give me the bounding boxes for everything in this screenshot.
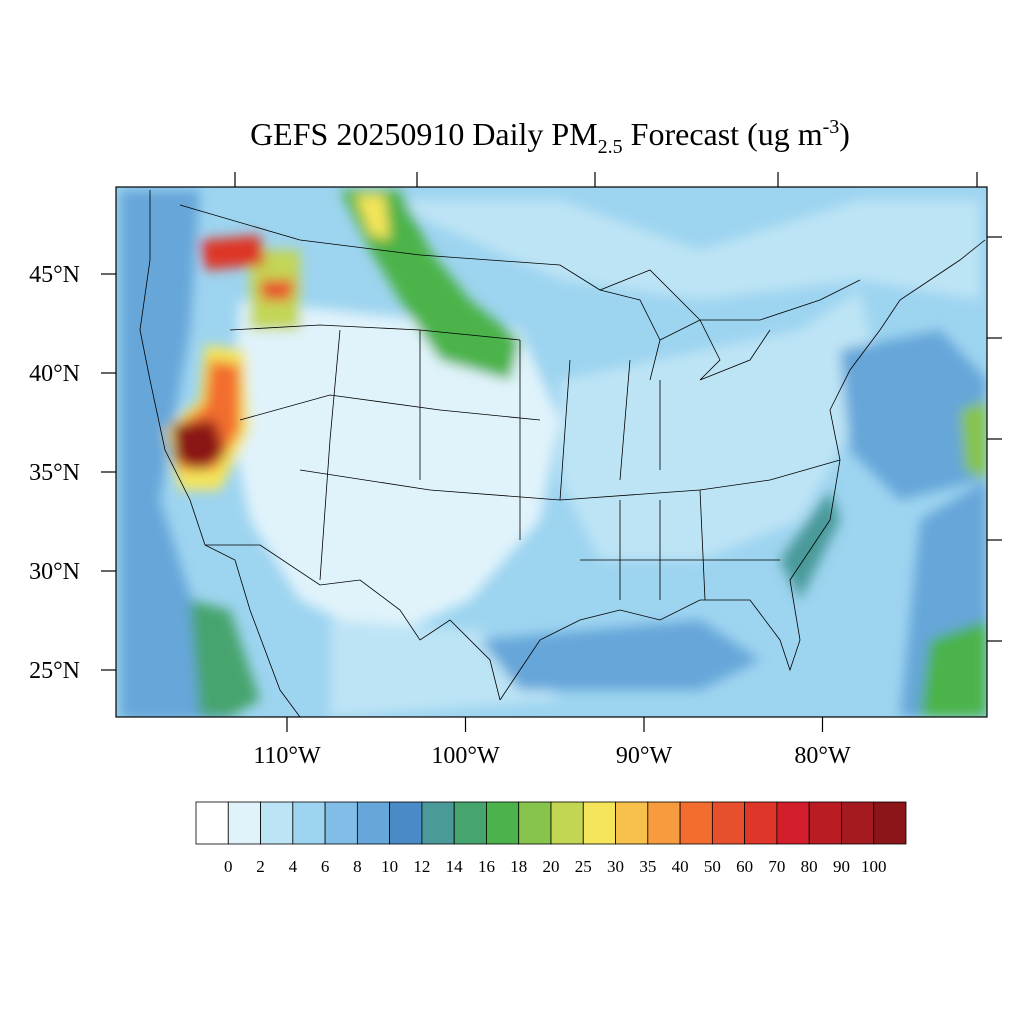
lat-label: 40°N [29, 361, 80, 387]
map-frame [115, 186, 988, 718]
title: GEFS 20250910 Daily PM2.5 Forecast (ug m… [250, 116, 850, 158]
colorbar-box [292, 801, 326, 845]
colorbar-box [711, 801, 746, 845]
colorbar-label: 50 [704, 857, 721, 876]
colorbar-label: 14 [446, 857, 464, 876]
colorbar-box [227, 801, 261, 845]
lat-label: 30°N [29, 559, 80, 585]
colorbar-box [195, 801, 229, 845]
lon-label: 80°W [794, 743, 851, 769]
colorbar-label: 90 [833, 857, 850, 876]
lon-label: 90°W [616, 743, 673, 769]
lat-label: 45°N [29, 262, 80, 288]
colorbar-label: 0 [224, 857, 233, 876]
colorbar-box [550, 801, 584, 845]
colorbar-label: 25 [575, 857, 592, 876]
lat-label: 35°N [29, 460, 80, 486]
colorbar-box [776, 801, 810, 845]
colorbar-box [260, 801, 294, 845]
colorbar-label: 18 [510, 857, 527, 876]
colorbar-box [582, 801, 616, 845]
colorbar-box [873, 801, 907, 845]
colorbar-box [518, 801, 552, 845]
lon-label: 100°W [431, 743, 500, 769]
colorbar-label: 30 [607, 857, 624, 876]
colorbar-box [744, 801, 778, 845]
colorbar-label: 4 [289, 857, 298, 876]
lon-label: 110°W [253, 743, 321, 769]
colorbar-label: 80 [801, 857, 818, 876]
colorbar-box [453, 801, 487, 845]
colorbar-label: 2 [256, 857, 265, 876]
frame-ticks [234, 172, 1002, 642]
colorbar-label: 40 [672, 857, 689, 876]
colorbar-box [615, 801, 649, 845]
colorbar-box [679, 801, 713, 845]
colorbar-box [841, 801, 875, 845]
colorbar-box [647, 801, 681, 845]
colorbar-box [486, 801, 520, 845]
colorbar-label: 20 [543, 857, 560, 876]
colorbar-label: 6 [321, 857, 330, 876]
colorbar-label: 60 [736, 857, 753, 876]
colorbar-box [389, 801, 423, 845]
colorbar-label: 8 [353, 857, 362, 876]
colorbar-box [808, 801, 842, 845]
colorbar-label: 12 [413, 857, 430, 876]
colorbar-box [356, 801, 391, 845]
colorbar-label: 100 [861, 857, 887, 876]
colorbar-label: 16 [478, 857, 495, 876]
colorbar-box [324, 801, 358, 845]
colorbar-label: 10 [381, 857, 398, 876]
colorbar-box [421, 801, 455, 845]
colorbar-label: 70 [768, 857, 785, 876]
map-field [116, 187, 987, 717]
lat-label: 25°N [29, 658, 80, 684]
colorbar-label: 35 [639, 857, 656, 876]
